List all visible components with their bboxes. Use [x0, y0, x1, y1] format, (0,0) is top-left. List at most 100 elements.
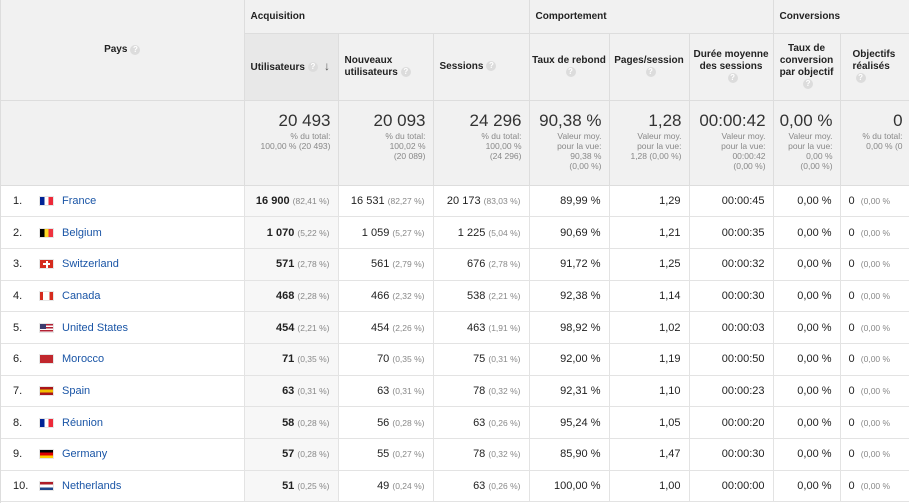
country-cell: 5. United States	[1, 311, 244, 344]
pages-cell: 1,00	[608, 470, 689, 503]
goals-cell: 0 (0,00 %	[839, 185, 909, 218]
users-percent: (82,41 %)	[292, 195, 330, 206]
help-icon[interactable]: ?	[727, 72, 738, 83]
new-users-value: 16 531	[350, 194, 385, 207]
new-users-percent: (0,28 %)	[392, 417, 425, 428]
bounce-rate-column-header[interactable]: Taux de rebond?	[528, 33, 609, 101]
country-column-header[interactable]: Pays?	[1, 0, 244, 101]
sessions-column-header[interactable]: Sessions?	[432, 33, 529, 101]
totals-duration-delta: (0,00 %)	[733, 160, 766, 171]
totals-conv-avg: 0,00 %	[806, 150, 833, 161]
sessions-cell: 75 (0,31 %)	[432, 343, 529, 376]
goals-cell: 0 (0,00 %	[839, 311, 909, 344]
sessions-value: 78	[473, 448, 486, 461]
country-link[interactable]: Belgium	[62, 226, 102, 239]
conv-rate-cell: 0,00 %	[772, 216, 841, 249]
new-users-column-header[interactable]: Nouveaux utilisateurs?	[337, 33, 433, 101]
totals-conv-caption: Valeur moy.	[788, 130, 833, 141]
sessions-value: 75	[473, 353, 486, 366]
country-link[interactable]: Netherlands	[62, 480, 122, 493]
help-icon[interactable]: ?	[307, 61, 318, 72]
conv-rate-cell: 0,00 %	[772, 470, 841, 503]
goals-column-header[interactable]: Objectifs réalisés?	[839, 33, 909, 101]
switzerland-flag-icon	[39, 259, 54, 270]
table-row: 8. Réunion 58 (0,28 %) 56 (0,28 %) 63 (0,…	[1, 406, 909, 439]
row-rank: 4.	[13, 289, 23, 302]
country-link[interactable]: Germany	[62, 448, 108, 461]
users-cell: 1 070 (5,22 %)	[243, 216, 338, 249]
new-users-percent: (2,79 %)	[392, 259, 425, 270]
totals-conv-rate-value: 0,00 %	[779, 110, 833, 130]
totals-bounce-delta: (0,00 %)	[569, 160, 602, 171]
new-users-header-label: Nouveaux utilisateurs	[344, 54, 398, 78]
help-icon[interactable]: ?	[565, 66, 576, 77]
new-users-percent: (0,31 %)	[392, 385, 425, 396]
users-value: 468	[275, 289, 295, 302]
country-link[interactable]: France	[62, 194, 97, 207]
new-users-percent: (82,27 %)	[387, 195, 425, 206]
duration-cell: 00:00:45	[688, 185, 774, 218]
help-icon[interactable]: ?	[803, 78, 814, 89]
sessions-value: 463	[466, 321, 486, 334]
goals-cell: 0 (0,00 %	[839, 343, 909, 376]
row-rank: 8.	[13, 416, 23, 429]
country-cell: 4. Canada	[1, 280, 244, 313]
conversion-rate-column-header[interactable]: Taux de conversion par objectif?	[772, 33, 841, 101]
help-icon[interactable]: ?	[645, 66, 656, 77]
country-link[interactable]: Spain	[62, 384, 91, 397]
duration-cell: 00:00:32	[688, 248, 774, 281]
country-cell: 1. France	[1, 185, 244, 218]
totals-pages-caption2: pour la vue:	[637, 140, 682, 151]
new-users-percent: (0,24 %)	[392, 481, 425, 492]
help-icon[interactable]: ?	[130, 44, 141, 55]
totals-sessions-percent: 100,00 %	[485, 140, 522, 151]
new-users-cell: 56 (0,28 %)	[337, 406, 433, 439]
country-cell: 7. Spain	[1, 375, 244, 408]
table-row: 7. Spain 63 (0,31 %) 63 (0,31 %) 78 (0,32…	[1, 375, 909, 408]
help-icon[interactable]: ?	[855, 72, 866, 83]
goals-percent: (0,00 %	[860, 449, 891, 460]
conv-rate-cell: 0,00 %	[772, 185, 841, 218]
users-cell: 58 (0,28 %)	[243, 406, 338, 439]
users-column-header[interactable]: Utilisateurs? ↓	[243, 33, 338, 101]
pages-cell: 1,14	[608, 280, 689, 313]
totals-conv-rate: 0,00 % Valeur moy. pour la vue: 0,00 % (0,00…	[772, 100, 841, 186]
goals-percent: (0,00 %	[860, 290, 891, 301]
sessions-cell: 63 (0,26 %)	[432, 470, 529, 503]
goals-percent: (0,00 %	[860, 195, 891, 206]
pages-cell: 1,02	[608, 311, 689, 344]
sort-descending-icon[interactable]: ↓	[323, 58, 330, 73]
sessions-value: 538	[466, 289, 486, 302]
totals-duration-value: 00:00:42	[699, 110, 766, 130]
country-link[interactable]: Morocco	[62, 353, 105, 366]
country-cell: 8. Réunion	[1, 406, 244, 439]
row-rank: 1.	[13, 194, 23, 207]
table-row: 9. Germany 57 (0,28 %) 55 (0,27 %) 78 (0,…	[1, 438, 909, 471]
totals-sessions: 24 296% du total: 100,00 % (24 296)	[432, 100, 529, 186]
table-row: 6. Morocco 71 (0,35 %) 70 (0,35 %) 75 (0,…	[1, 343, 909, 376]
country-cell: 2. Belgium	[1, 216, 244, 249]
country-link[interactable]: Canada	[62, 289, 101, 302]
new-users-percent: (2,32 %)	[392, 290, 425, 301]
new-users-percent: (2,26 %)	[392, 322, 425, 333]
country-cell: 6. Morocco	[1, 343, 244, 376]
table-row: 3. Switzerland 571 (2,78 %) 561 (2,79 %) …	[1, 248, 909, 281]
users-percent: (5,22 %)	[297, 227, 330, 238]
goals-value: 0	[848, 258, 855, 271]
users-value: 454	[275, 321, 295, 334]
totals-goals: 0% du total: 0,00 % (0	[839, 100, 909, 186]
pages-per-session-column-header[interactable]: Pages/session?	[608, 33, 689, 101]
country-link[interactable]: United States	[62, 321, 129, 334]
users-header-label: Utilisateurs	[250, 61, 305, 73]
pages-header-label: Pages/session	[614, 54, 684, 66]
avg-duration-column-header[interactable]: Durée moyenne des sessions?	[688, 33, 774, 101]
sessions-percent: (0,26 %)	[488, 417, 521, 428]
table-row: 2. Belgium 1 070 (5,22 %) 1 059 (5,27 %) …	[1, 216, 909, 249]
help-icon[interactable]: ?	[486, 60, 497, 71]
help-icon[interactable]: ?	[400, 66, 411, 77]
sessions-percent: (0,32 %)	[488, 385, 521, 396]
country-link[interactable]: Switzerland	[62, 258, 119, 271]
conv-rate-header-label: Taux de conversion par objectif	[779, 42, 834, 78]
country-link[interactable]: Réunion	[62, 416, 103, 429]
